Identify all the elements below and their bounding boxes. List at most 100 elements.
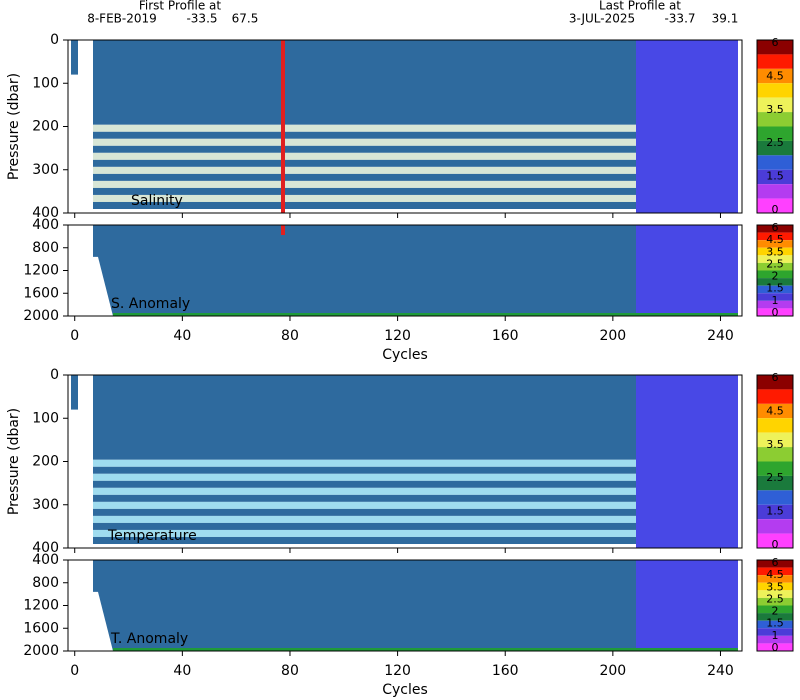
- panel-annotation: T. Anomaly: [110, 631, 188, 647]
- field-stripe: [93, 145, 636, 153]
- colorbar-swatch: [757, 590, 793, 598]
- field-recent: [636, 40, 738, 213]
- field-main: [93, 375, 636, 460]
- colorbar-swatch: [757, 432, 793, 448]
- colorbar-swatch: [757, 270, 793, 279]
- colorbar-tick-label: 1: [772, 629, 779, 642]
- colorbar-tick-label: 3.5: [766, 438, 784, 451]
- field-gap: [93, 591, 113, 651]
- colorbar-tick-label: 1.5: [766, 170, 784, 183]
- colorbar-swatch: [757, 628, 793, 636]
- y-tick-label: 100: [32, 75, 59, 91]
- y-tick-label: 300: [32, 162, 59, 178]
- colorbar-tick-label: 4.5: [766, 404, 784, 417]
- y-tick-label: 1200: [23, 598, 59, 614]
- colorbar-swatch: [757, 613, 793, 621]
- y-tick-label: 400: [32, 205, 59, 221]
- field-stripe: [93, 522, 636, 530]
- colorbar-swatch: [757, 620, 793, 629]
- field-stripe: [93, 152, 636, 160]
- colorbar-swatch: [757, 567, 793, 576]
- panel-annotation: S. Anomaly: [111, 296, 190, 312]
- field-stripe: [93, 501, 636, 509]
- y-tick-label: 400: [32, 540, 59, 556]
- colorbar-tick-label: 6: [772, 556, 779, 569]
- y-tick-label: 400: [32, 552, 59, 568]
- colorbar-swatch: [757, 447, 793, 462]
- y-tick-label: 0: [50, 367, 59, 383]
- colorbar-swatch: [757, 293, 793, 301]
- y-tick-label: 200: [32, 119, 59, 135]
- x-tick-label: 160: [492, 328, 519, 344]
- x-tick-label: 200: [599, 328, 626, 344]
- colorbar-tick-label: 1.5: [766, 282, 784, 295]
- colorbar-tick-label: 0: [772, 641, 779, 654]
- colorbar-swatch: [757, 560, 793, 568]
- x-tick-label: 120: [384, 328, 411, 344]
- field-stripe: [93, 480, 636, 488]
- field-stripe: [93, 159, 636, 167]
- colorbar-tick-label: 2: [772, 270, 779, 283]
- field-bottom: [113, 313, 738, 316]
- colorbar-swatch: [757, 247, 793, 256]
- field-bottom: [113, 648, 738, 651]
- y-tick-label: 100: [32, 410, 59, 426]
- colorbar-tick-label: 2.5: [766, 136, 784, 149]
- field-gap: [93, 256, 113, 316]
- colorbar-swatch: [757, 418, 793, 433]
- first-date: 8-FEB-2019: [87, 12, 157, 26]
- colorbar-swatch: [757, 575, 793, 583]
- colorbar-swatch: [757, 375, 793, 390]
- x-tick-label: 200: [599, 663, 626, 679]
- last-date: 3-JUL-2025: [569, 12, 635, 26]
- colorbar-swatch: [757, 643, 793, 651]
- colorbar-swatch: [757, 68, 793, 84]
- colorbar-swatch: [757, 97, 793, 113]
- y-tick-label: 400: [32, 217, 59, 233]
- colorbar-swatch: [757, 285, 793, 294]
- colorbar-tick-label: 0: [772, 538, 779, 551]
- colorbar-tick-label: 3.5: [766, 103, 784, 116]
- field-main: [93, 40, 636, 125]
- field-stripe: [93, 494, 636, 502]
- colorbar-swatch: [757, 225, 793, 233]
- colorbar-tick-label: 2.5: [766, 592, 784, 605]
- colorbar-swatch: [757, 169, 793, 185]
- x-axis-label: Cycles: [382, 682, 428, 698]
- y-tick-label: 0: [50, 32, 59, 48]
- colorbar-swatch: [757, 112, 793, 127]
- x-tick-label: 240: [707, 328, 734, 344]
- y-tick-label: 1600: [23, 620, 59, 636]
- colorbar-swatch: [757, 198, 793, 213]
- colorbar-tick-label: 2.5: [766, 471, 784, 484]
- field-stripe: [93, 166, 636, 174]
- colorbar-tick-label: 4.5: [766, 233, 784, 246]
- x-tick-label: 80: [281, 328, 299, 344]
- first-lat: -33.5: [186, 12, 217, 26]
- colorbar-swatch: [757, 278, 793, 286]
- x-tick-label: 40: [173, 663, 191, 679]
- colorbar-swatch: [757, 533, 793, 548]
- y-tick-label: 800: [32, 575, 59, 591]
- y-axis-label: Pressure (dbar): [6, 408, 22, 515]
- colorbar-tick-label: 1.5: [766, 505, 784, 518]
- last-label: Last Profile at: [599, 0, 681, 13]
- field-main: [93, 225, 636, 316]
- colorbar-tick-label: 3.5: [766, 580, 784, 593]
- colorbar-frame: [756, 559, 794, 652]
- colorbar-tick-label: 0: [772, 203, 779, 216]
- field-stripe: [93, 515, 636, 523]
- field-stripe: [93, 124, 636, 132]
- colorbar-swatch: [757, 83, 793, 98]
- colorbar-swatch: [757, 475, 793, 491]
- panel-annotation: Salinity: [131, 193, 183, 209]
- colorbar-tick-label: 3.5: [766, 245, 784, 258]
- colorbar-tick-label: 1.5: [766, 617, 784, 630]
- field-stripe: [93, 508, 636, 516]
- colorbar-swatch: [757, 262, 793, 271]
- field-stripe: [93, 180, 636, 188]
- colorbar-swatch: [757, 255, 793, 263]
- field-stripe: [93, 194, 636, 202]
- colorbar-tick-label: 6: [772, 221, 779, 234]
